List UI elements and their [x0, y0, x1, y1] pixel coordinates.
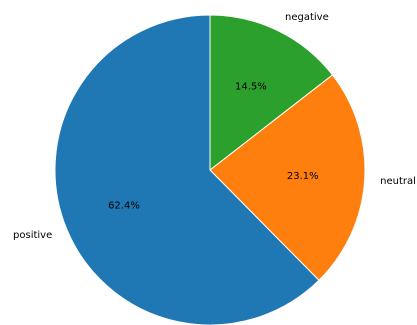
slice-value-negative: 14.5%	[235, 81, 267, 92]
slice-value-positive: 62.4%	[108, 200, 140, 211]
pie-slice-negative	[209, 14, 334, 172]
pie-slice-positive	[54, 14, 320, 325]
pie-slices	[54, 14, 366, 325]
slice-label-positive: positive	[13, 230, 52, 241]
slice-label-negative: negative	[285, 12, 329, 23]
pie-labels: negative 14.5% neutral 23.1% positive 62.4%	[13, 12, 416, 241]
slice-label-neutral: neutral	[380, 176, 416, 187]
slice-value-neutral: 23.1%	[287, 171, 319, 182]
pie-slice-neutral	[209, 74, 366, 281]
